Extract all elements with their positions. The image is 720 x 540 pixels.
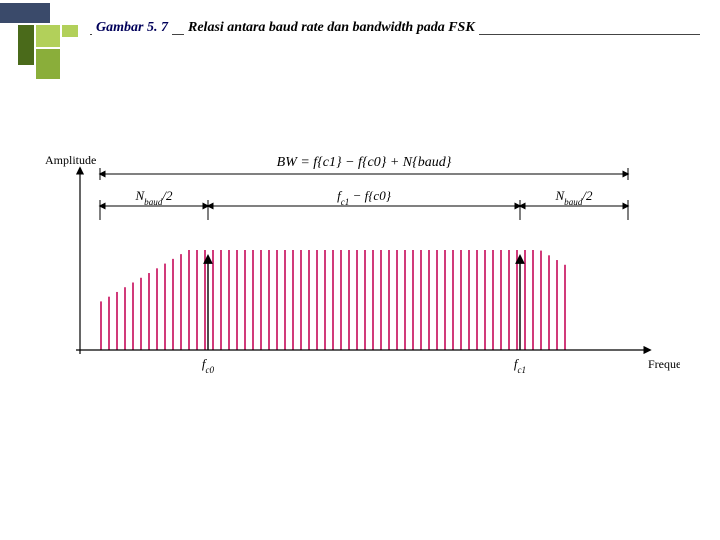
fsk-bandwidth-diagram: Amplitude Frequency fc0 fc1 BW = f{c1} − f{c… <box>40 150 680 390</box>
svg-text:Nbaud/2: Nbaud/2 <box>555 188 593 207</box>
fc1-label: fc1 <box>514 356 526 375</box>
figure-title: Relasi antara baud rate dan bandwidth pa… <box>184 20 479 36</box>
x-axis-label: Frequency <box>648 357 680 371</box>
fc0-label: fc0 <box>202 356 215 375</box>
dim-overall-label: BW = f{c1} − f{c0} + N{baud} <box>277 155 452 170</box>
figure-label: Gambar 5. 7 <box>92 20 172 36</box>
svg-text:fc1 − f{c0}: fc1 − f{c0} <box>337 188 392 207</box>
corner-decoration <box>0 0 90 110</box>
svg-text:Nbaud/2: Nbaud/2 <box>135 188 173 207</box>
spectrum-bars <box>100 250 566 350</box>
y-axis-label: Amplitude <box>45 153 96 167</box>
